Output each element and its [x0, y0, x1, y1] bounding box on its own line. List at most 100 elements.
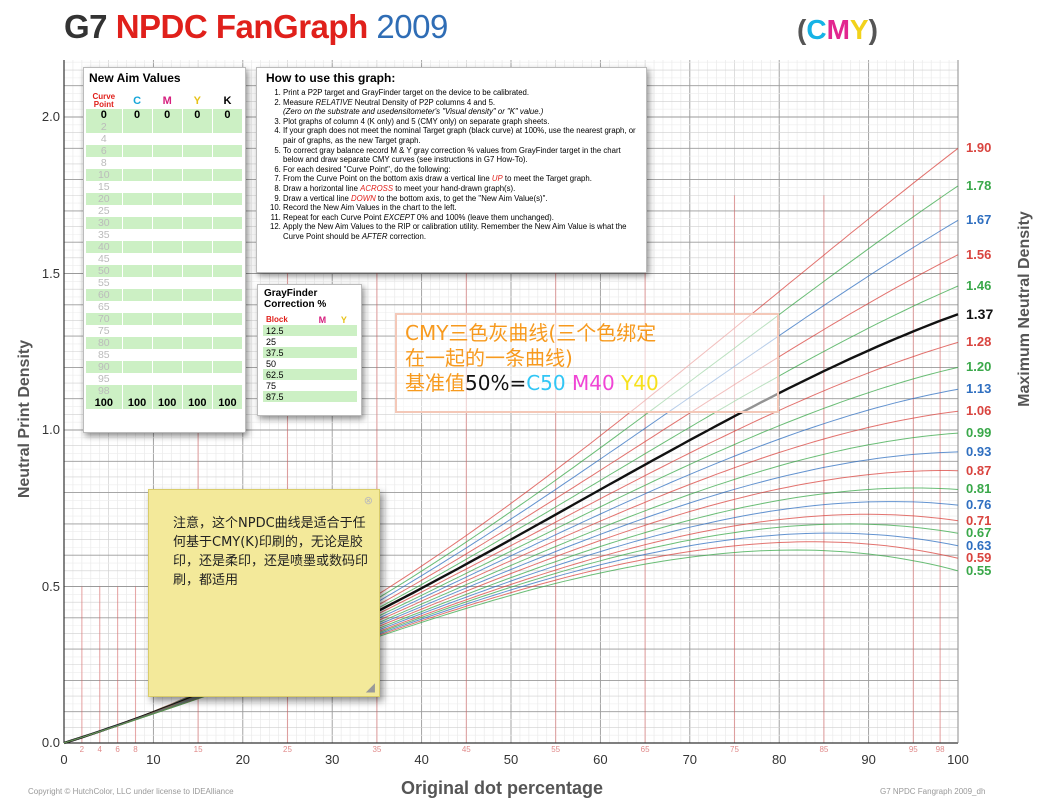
aim-value-cell[interactable]	[212, 169, 244, 181]
m-correction-cell[interactable]	[315, 391, 338, 402]
aim-value-cell[interactable]	[152, 253, 183, 265]
y-correction-cell[interactable]	[337, 391, 357, 402]
aim-value-cell[interactable]	[152, 169, 183, 181]
aim-value-cell[interactable]	[212, 349, 244, 361]
aim-value-cell[interactable]	[122, 121, 153, 133]
aim-value-cell[interactable]	[152, 289, 183, 301]
m-correction-cell[interactable]	[316, 358, 338, 369]
aim-value-cell[interactable]	[212, 253, 244, 265]
aim-value-cell[interactable]	[212, 241, 244, 253]
aim-value-cell[interactable]	[122, 373, 153, 385]
aim-value-cell[interactable]	[182, 289, 213, 301]
aim-value-cell[interactable]	[182, 133, 213, 145]
aim-value-cell[interactable]	[152, 385, 183, 397]
aim-value-cell[interactable]	[152, 193, 183, 205]
aim-value-cell[interactable]	[152, 373, 183, 385]
aim-value-cell[interactable]	[122, 265, 153, 277]
aim-value-cell[interactable]	[212, 325, 244, 337]
aim-value-cell[interactable]	[152, 349, 183, 361]
aim-value-cell[interactable]	[152, 157, 183, 169]
y-correction-cell[interactable]	[338, 336, 357, 347]
aim-value-cell[interactable]	[122, 241, 153, 253]
aim-value-cell[interactable]	[152, 205, 183, 217]
y-correction-cell[interactable]	[337, 347, 357, 358]
aim-value-cell[interactable]	[212, 373, 244, 385]
aim-value-cell[interactable]	[182, 229, 213, 241]
aim-value-cell[interactable]	[182, 337, 213, 349]
aim-value-cell[interactable]: 0	[182, 109, 213, 121]
aim-value-cell[interactable]	[182, 145, 213, 157]
aim-value-cell[interactable]	[122, 229, 153, 241]
aim-value-cell[interactable]	[182, 277, 213, 289]
aim-value-cell[interactable]	[152, 229, 183, 241]
aim-value-cell[interactable]	[182, 241, 213, 253]
aim-value-cell[interactable]	[122, 205, 153, 217]
aim-value-cell[interactable]	[212, 337, 244, 349]
aim-value-cell[interactable]	[122, 133, 153, 145]
aim-value-cell[interactable]	[122, 253, 153, 265]
aim-value-cell[interactable]	[212, 181, 244, 193]
aim-value-cell[interactable]	[152, 217, 183, 229]
m-correction-cell[interactable]	[315, 369, 338, 380]
aim-value-cell[interactable]	[152, 313, 183, 325]
aim-value-cell[interactable]	[122, 181, 153, 193]
sticky-note[interactable]: ⊗ 注意，这个NPDC曲线是适合于任何基于CMY(K)印刷的，无论是胶印，还是柔…	[148, 489, 380, 697]
y-correction-cell[interactable]	[337, 369, 357, 380]
aim-value-cell[interactable]	[212, 229, 244, 241]
m-correction-cell[interactable]	[316, 380, 338, 391]
aim-value-cell[interactable]	[152, 277, 183, 289]
aim-value-cell[interactable]	[152, 241, 183, 253]
aim-value-cell[interactable]	[122, 385, 153, 397]
aim-value-cell[interactable]	[152, 121, 183, 133]
aim-value-cell[interactable]	[182, 349, 213, 361]
y-correction-cell[interactable]	[338, 358, 357, 369]
aim-value-cell[interactable]	[152, 133, 183, 145]
aim-value-cell[interactable]	[182, 205, 213, 217]
aim-value-cell[interactable]	[152, 301, 183, 313]
aim-value-cell[interactable]	[212, 361, 244, 373]
m-correction-cell[interactable]	[315, 325, 338, 336]
aim-value-cell[interactable]: 0	[212, 109, 244, 121]
aim-value-cell[interactable]	[122, 325, 153, 337]
aim-value-cell[interactable]	[152, 181, 183, 193]
aim-value-cell[interactable]	[152, 337, 183, 349]
aim-value-cell[interactable]	[212, 289, 244, 301]
aim-value-cell[interactable]	[122, 277, 153, 289]
aim-value-cell[interactable]	[212, 157, 244, 169]
aim-value-cell[interactable]	[182, 313, 213, 325]
aim-value-cell[interactable]: 100	[212, 397, 244, 409]
y-correction-cell[interactable]	[338, 380, 357, 391]
aim-value-cell[interactable]	[152, 265, 183, 277]
aim-value-cell[interactable]	[182, 373, 213, 385]
close-icon[interactable]: ⊗	[363, 495, 373, 507]
aim-value-cell[interactable]	[152, 325, 183, 337]
aim-value-cell[interactable]	[212, 313, 244, 325]
aim-value-cell[interactable]	[152, 361, 183, 373]
aim-value-cell[interactable]	[122, 313, 153, 325]
aim-value-cell[interactable]	[212, 193, 244, 205]
aim-value-cell[interactable]	[122, 217, 153, 229]
aim-value-cell[interactable]	[182, 325, 213, 337]
aim-value-cell[interactable]	[182, 157, 213, 169]
aim-value-cell[interactable]	[182, 265, 213, 277]
aim-value-cell[interactable]	[182, 217, 213, 229]
aim-value-cell[interactable]: 100	[122, 397, 153, 409]
aim-value-cell[interactable]	[182, 253, 213, 265]
aim-value-cell[interactable]: 100	[152, 397, 183, 409]
aim-value-cell[interactable]	[182, 301, 213, 313]
aim-value-cell[interactable]	[212, 301, 244, 313]
aim-value-cell[interactable]	[182, 193, 213, 205]
aim-value-cell[interactable]	[212, 121, 244, 133]
aim-value-cell[interactable]	[122, 157, 153, 169]
m-correction-cell[interactable]	[315, 347, 338, 358]
aim-value-cell[interactable]	[212, 277, 244, 289]
aim-value-cell[interactable]	[212, 385, 244, 397]
y-correction-cell[interactable]	[337, 325, 357, 336]
aim-value-cell[interactable]	[212, 217, 244, 229]
aim-value-cell[interactable]: 100	[182, 397, 213, 409]
m-correction-cell[interactable]	[316, 336, 338, 347]
aim-value-cell[interactable]	[182, 169, 213, 181]
aim-value-cell[interactable]	[122, 169, 153, 181]
aim-value-cell[interactable]	[212, 265, 244, 277]
resize-grip-icon[interactable]: ◢	[365, 680, 375, 694]
